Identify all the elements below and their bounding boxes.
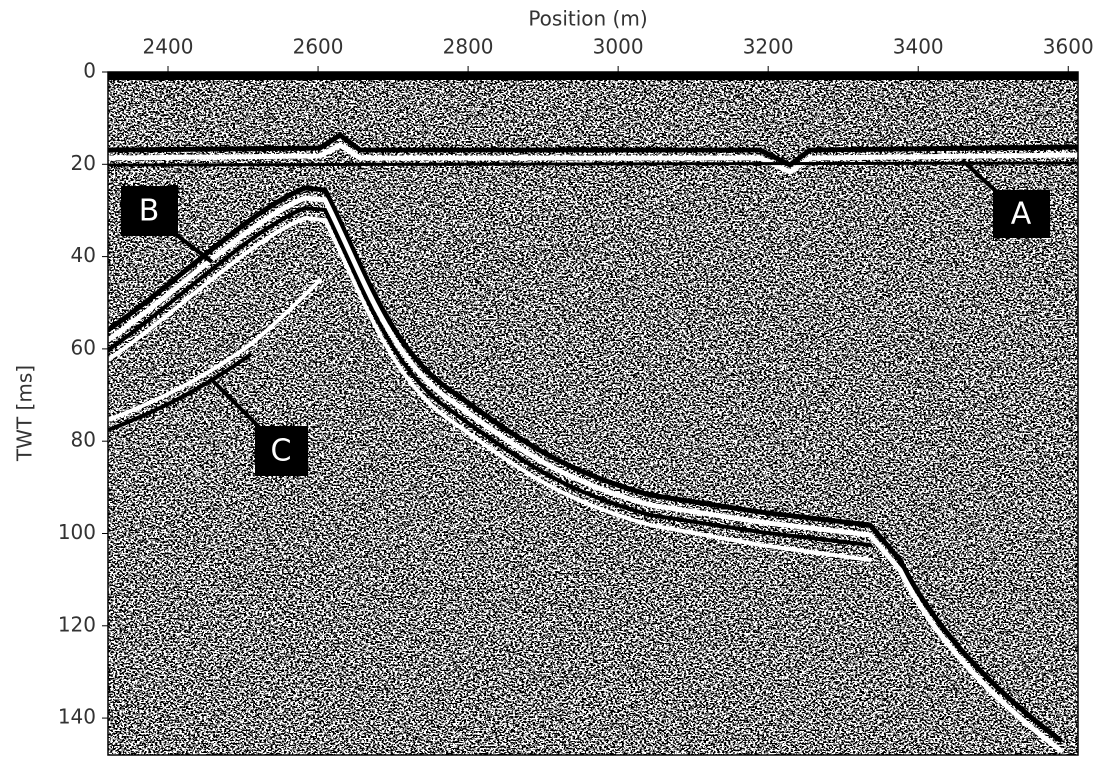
x-tick-label: 2800	[443, 35, 494, 59]
x-tick-label: 2400	[143, 35, 194, 59]
page: {"chart_data":{"type":"image","xlabel":"…	[0, 0, 1099, 766]
y-tick-label: 60	[71, 335, 96, 359]
annotation: A	[1011, 197, 1032, 232]
x-tick-label: 3000	[593, 35, 644, 59]
y-tick-label: 40	[71, 243, 96, 267]
y-tick-label: 80	[71, 428, 96, 452]
y-tick-label: 140	[58, 705, 96, 729]
top-band	[108, 72, 1078, 80]
radargram	[108, 72, 1078, 755]
x-tick-label: 3600	[1043, 35, 1094, 59]
annotation: B	[139, 194, 160, 229]
y-tick-label: 0	[83, 59, 96, 83]
noise-texture	[108, 72, 1078, 755]
annotation: C	[271, 434, 292, 469]
y-tick-label: 20	[71, 151, 96, 175]
y-tick-label: 120	[58, 612, 96, 636]
x-tick-label: 3200	[743, 35, 794, 59]
x-tick-label: 3400	[893, 35, 944, 59]
chart: A B C Position (m) TWT [ms] 2400 2600 2800…	[0, 0, 1099, 762]
y-axis-label: TWT [ms]	[13, 365, 37, 462]
y-tick-label: 100	[58, 520, 96, 544]
x-tick-label: 2600	[293, 35, 344, 59]
x-axis-label: Position (m)	[528, 7, 647, 31]
